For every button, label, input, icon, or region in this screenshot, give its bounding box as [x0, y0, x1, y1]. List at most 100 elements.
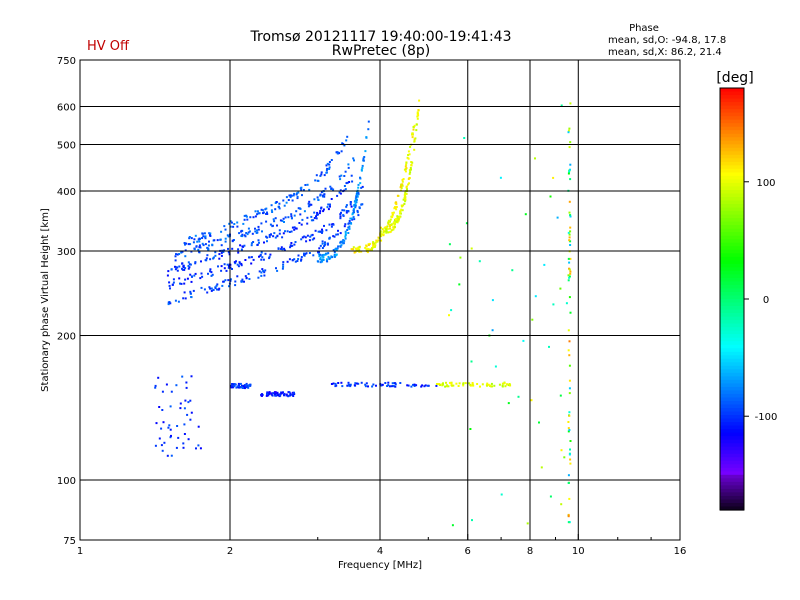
data-point	[323, 245, 326, 248]
colorbar-segment	[720, 316, 744, 321]
data-point	[319, 258, 322, 261]
data-point	[290, 213, 293, 216]
data-point	[319, 256, 322, 259]
data-point	[269, 392, 272, 395]
colorbar-segment	[720, 133, 744, 138]
data-point	[236, 263, 239, 266]
data-point	[367, 248, 370, 251]
data-point	[241, 387, 244, 389]
data-point	[188, 266, 191, 269]
data-point	[249, 383, 252, 386]
data-point	[288, 194, 291, 197]
data-point	[358, 248, 361, 251]
data-point	[333, 251, 336, 254]
data-point	[269, 223, 272, 226]
data-point	[277, 247, 280, 250]
data-point	[235, 386, 238, 389]
data-point	[180, 251, 183, 254]
data-point	[507, 402, 510, 405]
data-point	[183, 242, 186, 244]
data-point	[404, 196, 407, 199]
data-point	[190, 250, 193, 253]
data-point	[413, 148, 416, 151]
data-point	[356, 211, 359, 214]
colorbar-segment	[720, 506, 744, 511]
data-point	[245, 277, 248, 279]
data-point	[208, 232, 211, 235]
data-point	[216, 239, 219, 242]
data-point	[352, 246, 355, 249]
data-point	[177, 300, 180, 303]
data-point	[244, 275, 247, 278]
data-point	[379, 230, 382, 233]
data-point	[311, 233, 314, 236]
colorbar-segment	[720, 460, 744, 465]
data-point	[282, 217, 285, 220]
data-point	[341, 385, 344, 388]
data-point	[286, 260, 289, 263]
grid-lines	[80, 60, 680, 540]
data-point	[279, 219, 282, 222]
data-point	[387, 219, 390, 222]
data-point	[190, 296, 193, 298]
colorbar-segment	[720, 109, 744, 114]
data-point	[343, 144, 346, 147]
data-point	[304, 184, 307, 186]
data-point	[277, 394, 280, 397]
data-point	[263, 271, 266, 274]
data-point	[268, 234, 271, 236]
data-point	[339, 245, 342, 248]
data-point	[201, 275, 204, 278]
data-point	[569, 141, 572, 144]
data-point	[308, 200, 311, 203]
data-point	[346, 384, 349, 387]
data-point	[372, 383, 375, 386]
data-point	[226, 263, 229, 266]
data-point	[567, 231, 570, 234]
data-point	[281, 219, 284, 222]
data-point	[274, 208, 277, 211]
data-point	[258, 212, 261, 215]
data-point	[231, 247, 234, 250]
data-point	[357, 382, 360, 385]
data-point	[327, 203, 330, 206]
data-point	[340, 211, 342, 214]
data-point	[326, 167, 329, 170]
data-point	[272, 235, 275, 238]
data-point	[201, 242, 204, 245]
data-point	[355, 382, 358, 385]
data-point	[318, 251, 320, 253]
colorbar-segment	[720, 130, 744, 135]
colorbar-segment	[720, 408, 744, 413]
data-point	[206, 254, 209, 257]
colorbar-segment	[720, 242, 744, 247]
data-point	[199, 277, 202, 280]
data-point	[406, 384, 409, 387]
x-tick-label: 1	[77, 546, 83, 557]
data-point	[567, 329, 570, 332]
data-point	[186, 413, 189, 416]
data-point	[455, 382, 458, 385]
data-point	[404, 200, 407, 203]
data-point	[246, 218, 249, 221]
data-point	[265, 213, 268, 215]
data-point	[295, 193, 298, 196]
data-point	[252, 258, 255, 261]
colorbar-segment	[720, 383, 744, 388]
data-point	[181, 268, 184, 271]
data-point	[161, 390, 164, 393]
data-point	[493, 384, 496, 387]
data-point	[389, 224, 391, 227]
data-point	[568, 233, 571, 236]
data-point	[568, 268, 571, 271]
data-point	[408, 172, 411, 175]
colorbar-segment	[720, 284, 744, 290]
y-tick-label: 200	[57, 332, 76, 343]
data-point	[282, 391, 284, 394]
data-point	[190, 237, 193, 240]
data-point	[548, 345, 550, 348]
data-point	[338, 175, 341, 178]
data-point	[499, 176, 502, 179]
data-point	[358, 206, 361, 209]
data-point	[462, 383, 465, 385]
